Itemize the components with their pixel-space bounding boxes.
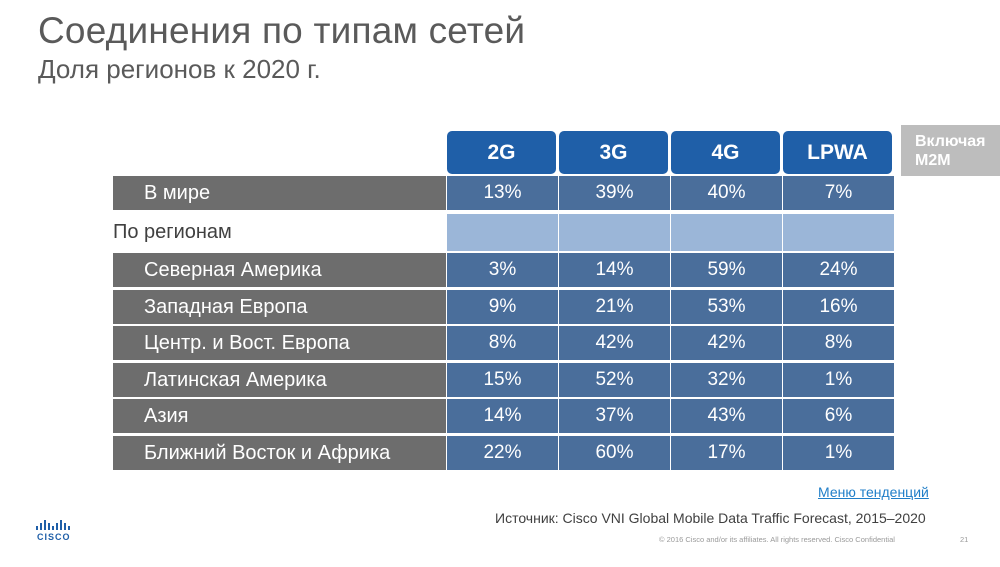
- cell-3g: 14%: [559, 253, 670, 287]
- cell-2g: 9%: [447, 290, 558, 324]
- cell-lpwa: 7%: [783, 176, 894, 210]
- cell-lpwa: 1%: [783, 436, 894, 470]
- cell-4g: 53%: [671, 290, 782, 324]
- cell-2g: 22%: [447, 436, 558, 470]
- page-number: 21: [960, 535, 969, 544]
- m2m-note-line1: Включая: [915, 133, 986, 150]
- cell-3g: 52%: [559, 363, 670, 397]
- table-row: Северная Америка 3% 14% 59% 24%: [113, 253, 894, 287]
- source-note: Источник: Cisco VNI Global Mobile Data T…: [495, 510, 926, 526]
- cell-lpwa: 8%: [783, 326, 894, 360]
- cell-2g: 8%: [447, 326, 558, 360]
- table-row-world: В мире 13% 39% 40% 7%: [113, 176, 894, 210]
- table-row: Западная Европа 9% 21% 53% 16%: [113, 290, 894, 324]
- cell-4g: 59%: [671, 253, 782, 287]
- row-label: Азия: [113, 399, 446, 433]
- cell-4g: 17%: [671, 436, 782, 470]
- row-label: Ближний Восток и Африка: [113, 436, 446, 470]
- table-row: Латинская Америка 15% 52% 32% 1%: [113, 363, 894, 397]
- cell-lpwa: 24%: [783, 253, 894, 287]
- cell-3g: 21%: [559, 290, 670, 324]
- cell-4g: 40%: [671, 176, 782, 210]
- column-header-4g: 4G: [671, 131, 780, 174]
- copyright-notice: © 2016 Cisco and/or its affiliates. All …: [659, 535, 895, 544]
- cell-3g: 42%: [559, 326, 670, 360]
- row-label: Западная Европа: [113, 290, 446, 324]
- slide-subtitle: Доля регионов к 2020 г.: [38, 54, 321, 84]
- row-label: Латинская Америка: [113, 363, 446, 397]
- regions-header-label: По регионам: [113, 221, 232, 243]
- table-row: Центр. и Вост. Европа 8% 42% 42% 8%: [113, 326, 894, 360]
- cisco-logo-bars-icon: [36, 520, 70, 530]
- cell-lpwa: 16%: [783, 290, 894, 324]
- table-row-regions-header: По регионам: [113, 214, 894, 251]
- cell-2g: 15%: [447, 363, 558, 397]
- cell-4g: 43%: [671, 399, 782, 433]
- regions-header-cell: [447, 214, 558, 251]
- column-header-2g: 2G: [447, 131, 556, 174]
- row-label: Центр. и Вост. Европа: [113, 326, 446, 360]
- row-label: В мире: [113, 176, 446, 210]
- cell-3g: 60%: [559, 436, 670, 470]
- cell-2g: 3%: [447, 253, 558, 287]
- table-row: Ближний Восток и Африка 22% 60% 17% 1%: [113, 436, 894, 470]
- regions-header-cell: [671, 214, 782, 251]
- cell-3g: 39%: [559, 176, 670, 210]
- column-header-3g: 3G: [559, 131, 668, 174]
- cell-lpwa: 1%: [783, 363, 894, 397]
- regions-header-cell: [783, 214, 894, 251]
- m2m-note-line2: M2M: [915, 152, 951, 169]
- regions-header-cell: [559, 214, 670, 251]
- cisco-logo: CISCO: [35, 519, 79, 544]
- trend-menu-link[interactable]: Меню тенденций: [818, 484, 929, 500]
- table-row: Азия 14% 37% 43% 6%: [113, 399, 894, 433]
- cell-4g: 42%: [671, 326, 782, 360]
- cisco-logo-text: CISCO: [37, 532, 71, 542]
- column-header-lpwa: LPWA: [783, 131, 892, 174]
- cell-2g: 14%: [447, 399, 558, 433]
- cell-3g: 37%: [559, 399, 670, 433]
- m2m-note: Включая M2M: [901, 125, 1000, 176]
- cell-2g: 13%: [447, 176, 558, 210]
- cell-lpwa: 6%: [783, 399, 894, 433]
- row-label: Северная Америка: [113, 253, 446, 287]
- slide-title: Соединения по типам сетей: [38, 10, 526, 51]
- cell-4g: 32%: [671, 363, 782, 397]
